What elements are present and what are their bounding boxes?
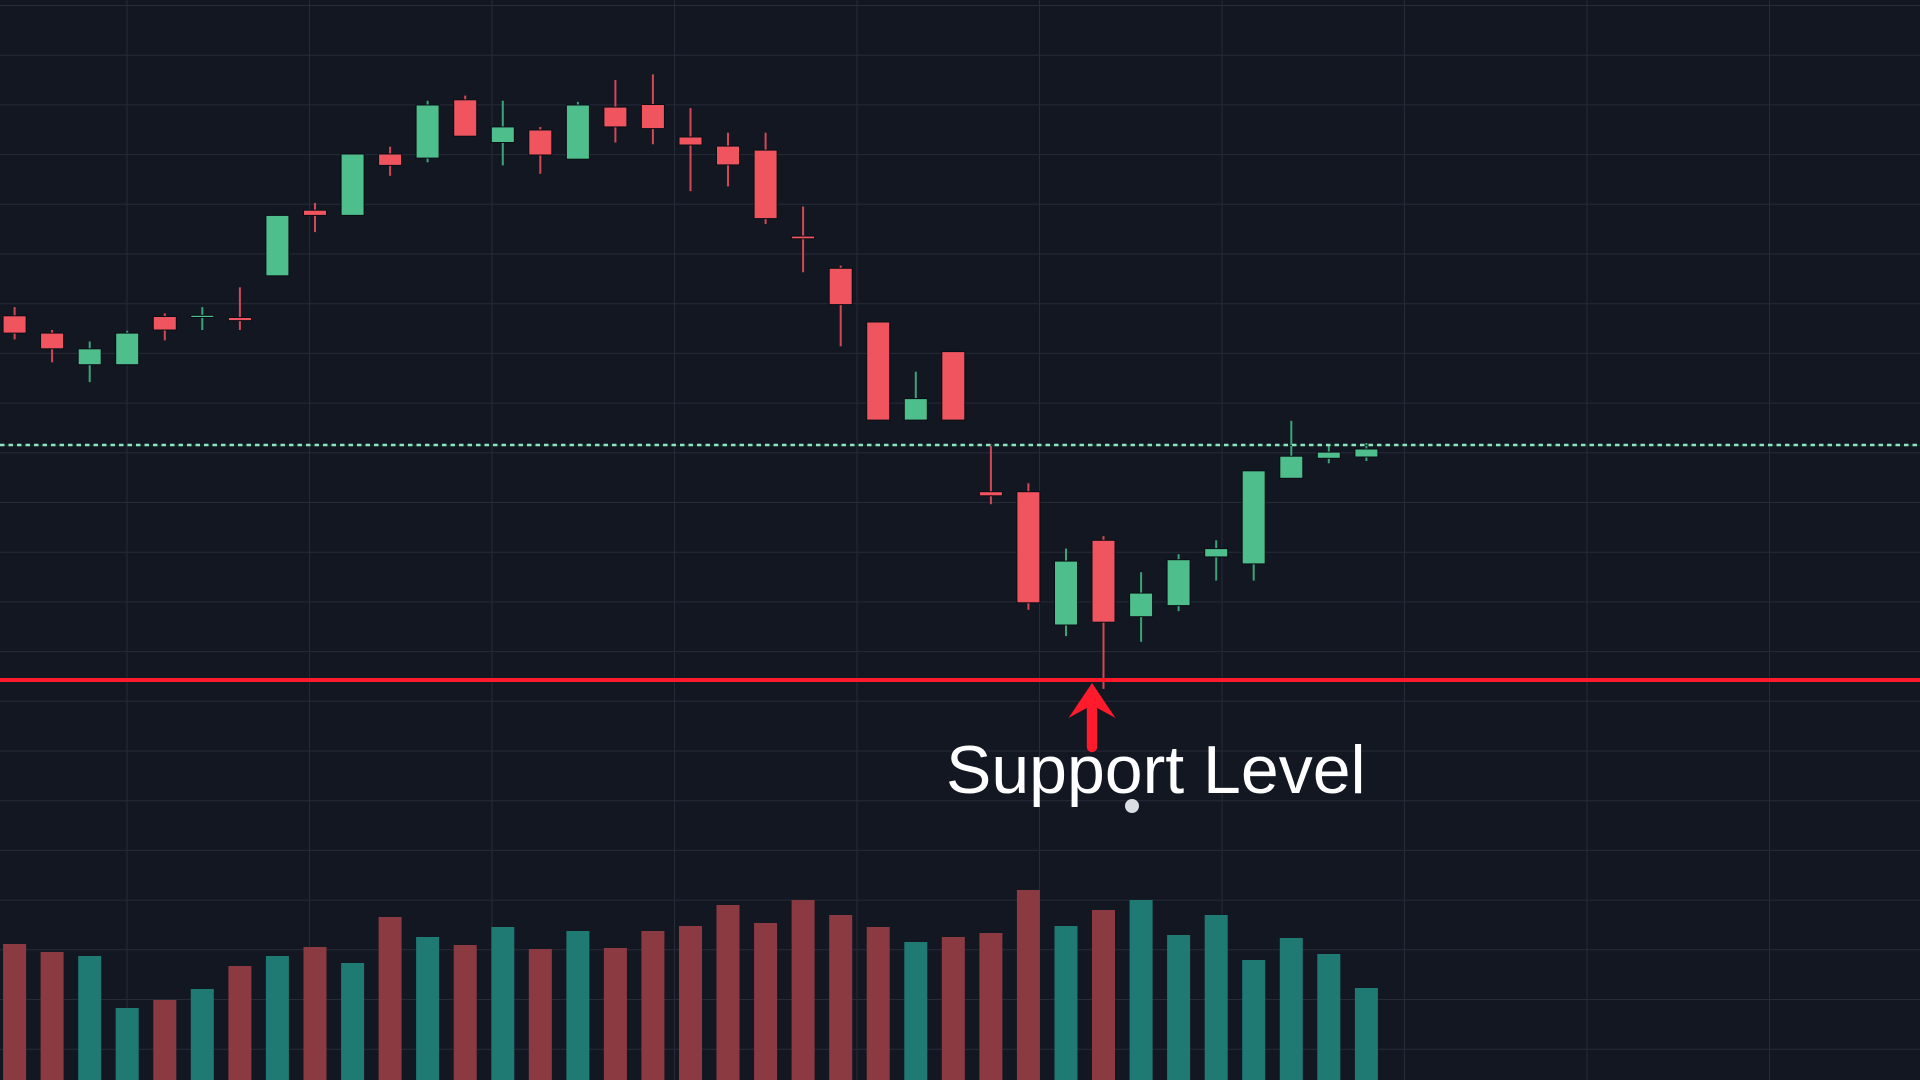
svg-text:Support Level: Support Level	[946, 732, 1366, 808]
